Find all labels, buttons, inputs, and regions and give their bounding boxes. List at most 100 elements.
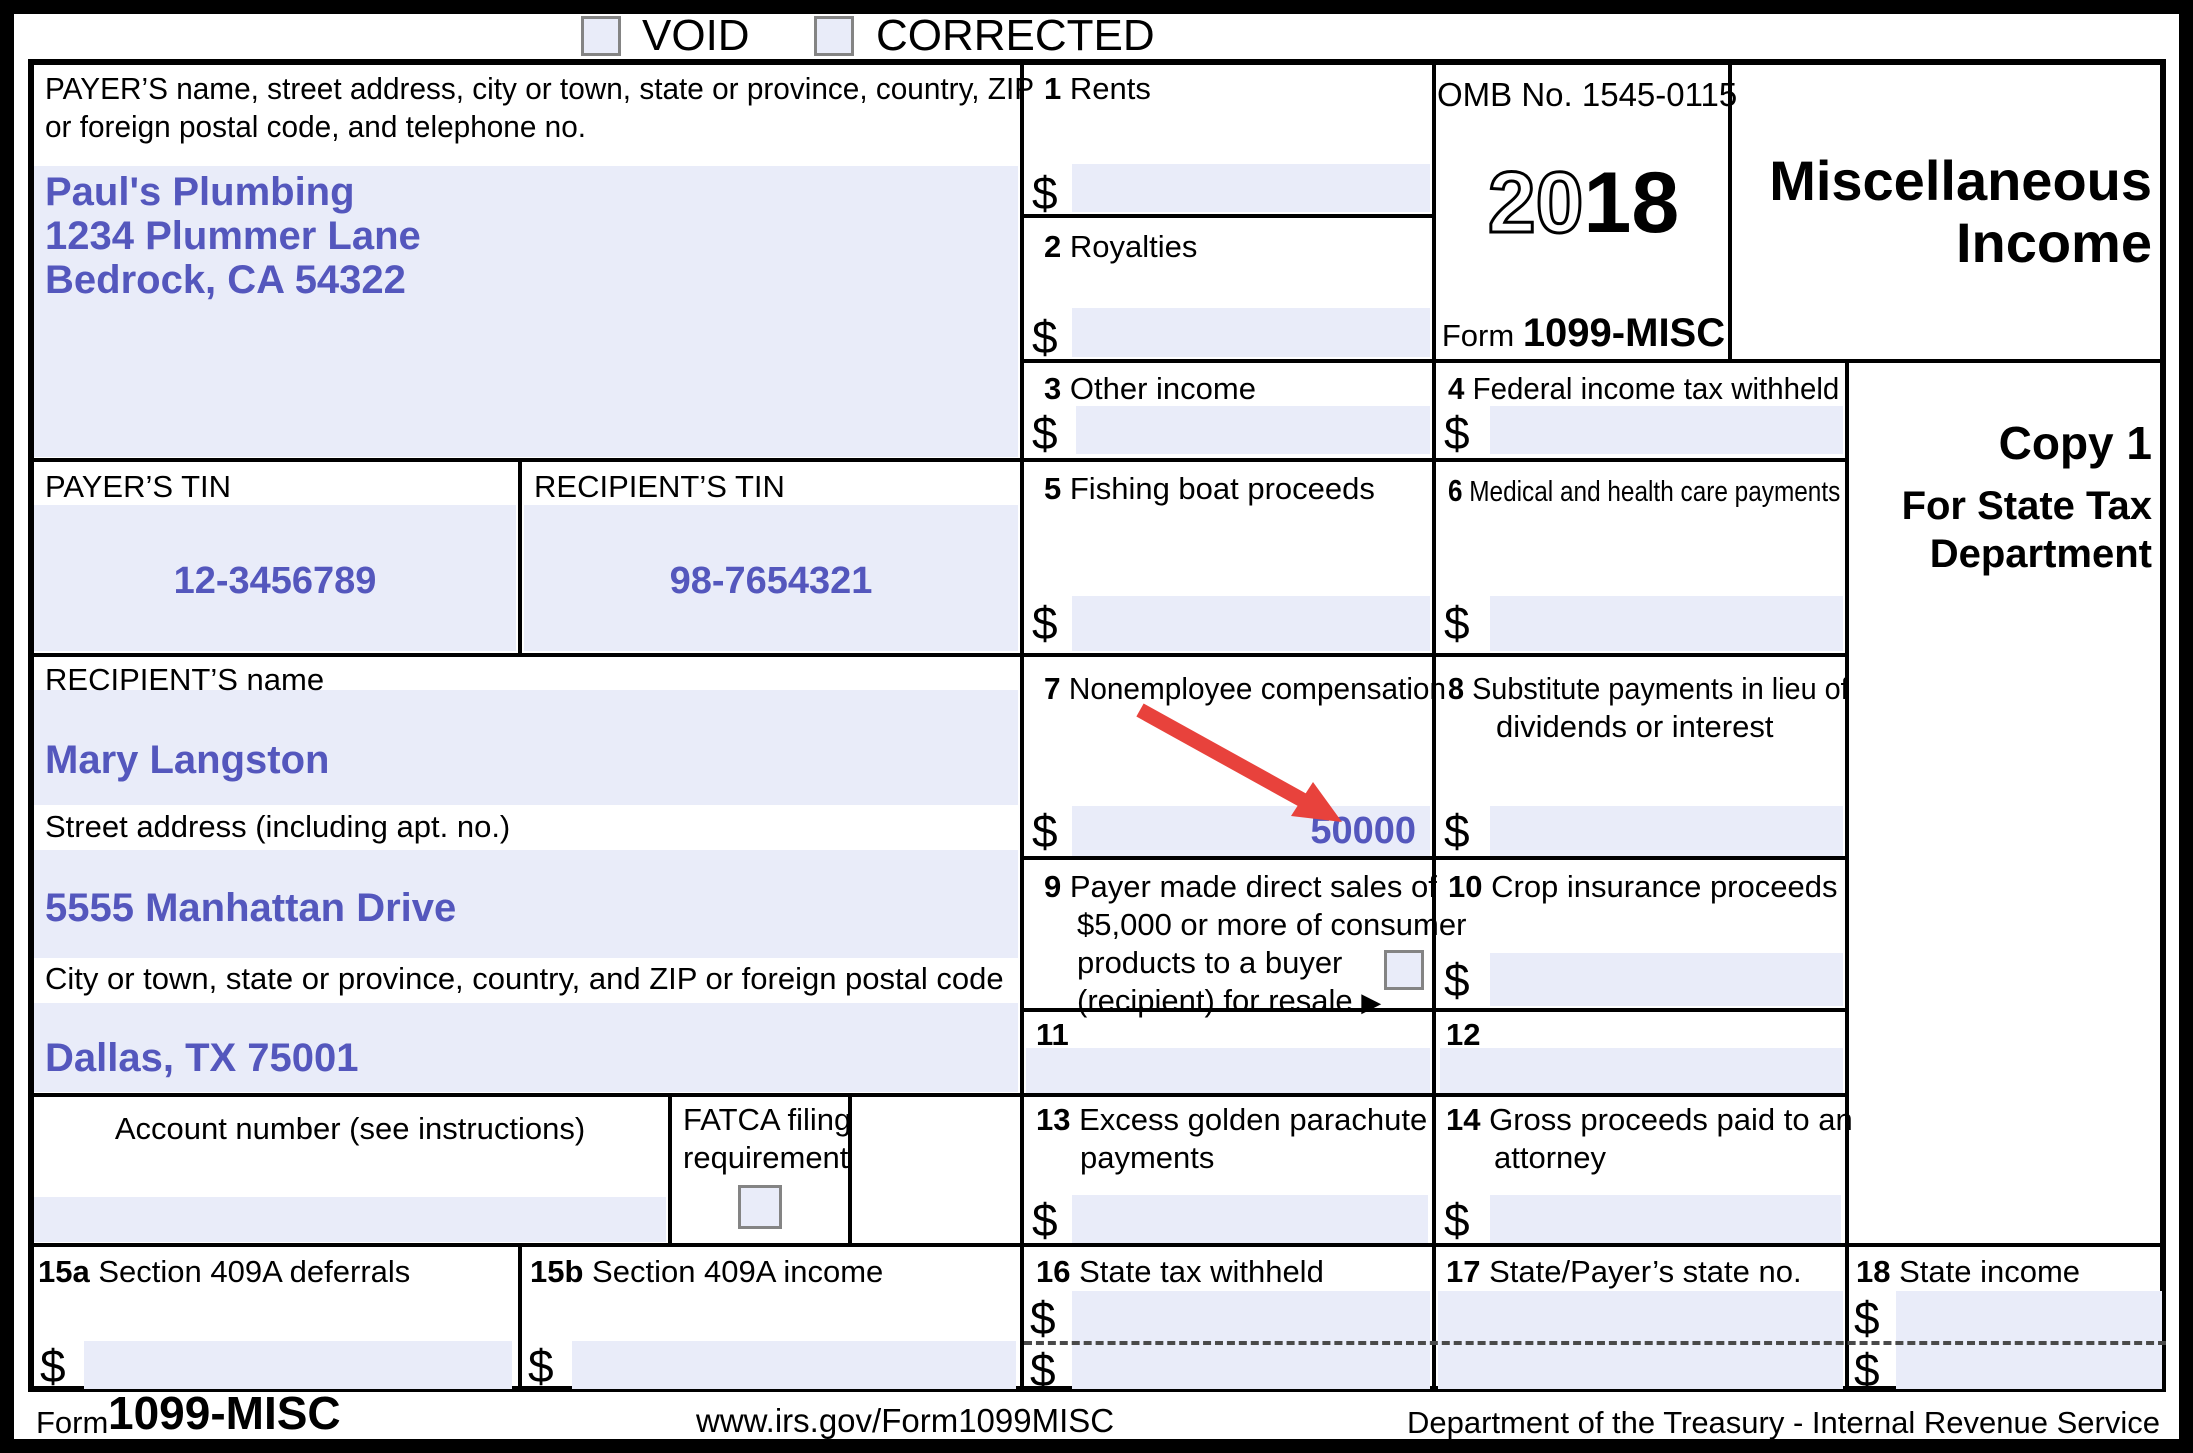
box10-label: 10 Crop insurance proceeds [1448, 869, 1838, 904]
box13-amount-field[interactable] [1072, 1195, 1428, 1243]
void-label: VOID [642, 11, 750, 60]
fatca-label: FATCA filing requirement [683, 1102, 852, 1175]
recipient-street-value[interactable]: 5555 Manhattan Drive [45, 886, 457, 930]
footer-url[interactable]: www.irs.gov/Form1099MISC [696, 1402, 1115, 1439]
box17-field[interactable] [1438, 1291, 1843, 1389]
box6-dollar-sign: $ [1444, 597, 1470, 649]
box13-label: 13 Excess golden parachute payments [1036, 1102, 1428, 1175]
box6-amount-field[interactable] [1490, 596, 1843, 651]
annotation-arrow [1136, 703, 1342, 822]
box5-amount-field[interactable] [1072, 596, 1430, 651]
box14-dollar-sign: $ [1444, 1194, 1470, 1246]
box16-dollar-sign-top: $ [1030, 1292, 1056, 1344]
divider-line [518, 460, 522, 655]
box15b-dollar-sign: $ [528, 1340, 554, 1392]
copy-for-text: For State Tax Department [1901, 484, 2152, 576]
box8-amount-field[interactable] [1490, 806, 1843, 856]
payer-street-value: 1234 Plummer Lane [45, 214, 421, 258]
box13-dollar-sign: $ [1032, 1194, 1058, 1246]
box16-dollar-sign-bottom: $ [1030, 1344, 1056, 1396]
recipient-name-field[interactable] [34, 690, 1018, 805]
box4-amount-field[interactable] [1490, 406, 1843, 454]
box18-dollar-sign-bottom: $ [1854, 1344, 1880, 1396]
payer-tin-label: PAYER’S TIN [45, 469, 232, 504]
box5-dollar-sign: $ [1032, 597, 1058, 649]
divider-line [1728, 59, 1732, 361]
box9-resale-checkbox[interactable] [1384, 950, 1424, 990]
recipient-street-label: Street address (including apt. no.) [45, 809, 511, 844]
form-title: Miscellaneous Income [1769, 149, 2152, 274]
box14-amount-field[interactable] [1490, 1195, 1841, 1243]
box6-label: 6 Medical and health care payments [1448, 473, 1841, 508]
box15b-amount-field[interactable] [572, 1341, 1016, 1389]
box17-label: 17 State/Payer’s state no. [1446, 1254, 1802, 1289]
box7-dollar-sign: $ [1032, 805, 1058, 857]
recipient-city-label: City or town, state or province, country… [45, 961, 1004, 996]
box15a-label: 15a Section 409A deferrals [38, 1254, 411, 1289]
divider-line [1022, 1008, 1847, 1012]
footer-form-word: Form [36, 1405, 109, 1440]
recipient-tin-field[interactable] [524, 505, 1018, 651]
box3-dollar-sign: $ [1032, 407, 1058, 459]
box11-label: 11 [1036, 1017, 1069, 1052]
recipient-city-value[interactable]: Dallas, TX 75001 [45, 1036, 359, 1080]
box2-amount-field[interactable] [1072, 308, 1430, 357]
payer-info-value[interactable]: Paul's Plumbing 1234 Plummer Lane Bedroc… [45, 170, 421, 302]
box15b-label: 15b Section 409A income [530, 1254, 884, 1289]
box12-field[interactable] [1440, 1048, 1843, 1093]
divider-line [848, 1095, 852, 1245]
box18-dollar-sign-top: $ [1854, 1292, 1880, 1344]
corrected-checkbox[interactable] [814, 16, 854, 56]
box3-label: 3 Other income [1044, 371, 1256, 406]
void-checkbox[interactable] [581, 16, 621, 56]
payer-info-field[interactable] [34, 166, 1018, 457]
divider-line [1022, 856, 1847, 860]
box15a-dollar-sign: $ [40, 1340, 66, 1392]
box3-amount-field[interactable] [1076, 406, 1430, 454]
box8-label: 8 Substitute payments in lieu of dividen… [1448, 671, 1849, 744]
state-row-dashed-divider [1024, 1341, 2166, 1345]
recipient-name-value[interactable]: Mary Langston [45, 738, 330, 782]
box8-dollar-sign: $ [1444, 805, 1470, 857]
divider-line [1022, 359, 2166, 363]
resale-pointer-icon: ▶ [1361, 987, 1382, 1017]
box16-amount-field[interactable] [1072, 1291, 1430, 1389]
omb-number: OMB No. 1545-0115 [1437, 76, 1738, 113]
payer-tin-field[interactable] [34, 505, 516, 651]
recipient-city-field[interactable] [34, 1003, 1018, 1092]
divider-line [28, 458, 1847, 462]
box10-amount-field[interactable] [1490, 953, 1843, 1006]
box15a-amount-field[interactable] [84, 1341, 512, 1389]
box12-label: 12 [1446, 1017, 1481, 1052]
tax-year-outline: 20 [1486, 155, 1585, 251]
recipient-street-field[interactable] [34, 850, 1018, 958]
tax-year: 2018 [1437, 155, 1730, 251]
box7-amount-field[interactable] [1072, 806, 1430, 856]
recipient-tin-label: RECIPIENT’S TIN [534, 469, 785, 504]
box9-label: 9 Payer made direct sales of $5,000 or m… [1044, 869, 1467, 1018]
recipient-name-label: RECIPIENT’S name [45, 662, 325, 697]
box14-label: 14 Gross proceeds paid to an attorney [1446, 1102, 1853, 1175]
box10-dollar-sign: $ [1444, 954, 1470, 1006]
form-number-block: Form 1099-MISC [1441, 311, 1726, 355]
payer-tin-value[interactable]: 12-3456789 [173, 560, 377, 602]
box2-label: 2 Royalties [1044, 229, 1198, 264]
divider-line [1845, 361, 1849, 1392]
payer-city-value: Bedrock, CA 54322 [45, 258, 406, 302]
recipient-tin-value[interactable]: 98-7654321 [669, 560, 873, 602]
footer-form-number: 1099-MISC [108, 1387, 341, 1439]
account-number-field[interactable] [34, 1197, 666, 1242]
fatca-checkbox[interactable] [738, 1185, 782, 1229]
corrected-label: CORRECTED [876, 11, 1155, 60]
box1-label: 1 Rents [1044, 71, 1151, 106]
box7-label: 7 Nonemployee compensation [1044, 671, 1447, 706]
box11-field[interactable] [1026, 1048, 1430, 1093]
box16-label: 16 State tax withheld [1036, 1254, 1324, 1289]
box1-amount-field[interactable] [1072, 164, 1430, 212]
divider-line [28, 1093, 1847, 1097]
box1-dollar-sign: $ [1032, 167, 1058, 219]
box4-dollar-sign: $ [1444, 407, 1470, 459]
box5-label: 5 Fishing boat proceeds [1044, 471, 1375, 506]
divider-line [518, 1245, 522, 1392]
box18-amount-field[interactable] [1896, 1291, 2162, 1389]
